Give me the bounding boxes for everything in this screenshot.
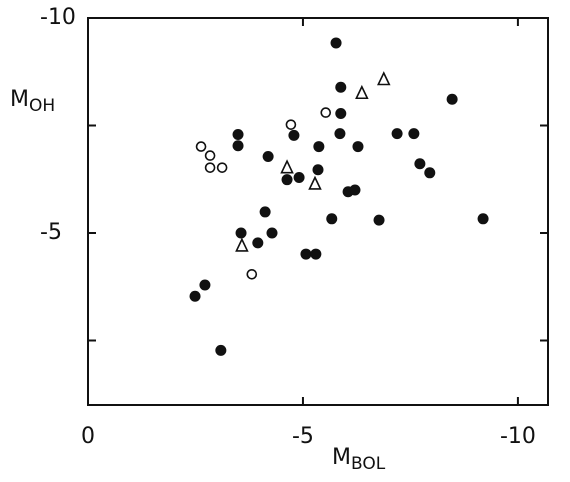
point-filled <box>281 174 293 186</box>
x-label-main: M <box>332 445 351 470</box>
y-tick-label: -5 <box>40 220 62 245</box>
point-filled <box>262 150 274 162</box>
point-triangle <box>280 159 294 174</box>
point-filled <box>335 81 347 93</box>
y-tick-label: -10 <box>40 5 76 30</box>
point-filled <box>391 128 403 140</box>
point-open <box>246 268 258 280</box>
y-axis-label: MOH <box>10 87 55 116</box>
x-tick-label: -5 <box>292 424 314 449</box>
point-filled <box>232 129 244 141</box>
point-filled <box>199 279 211 291</box>
point-open <box>285 119 297 130</box>
point-filled <box>352 141 364 153</box>
point-filled <box>288 129 300 141</box>
point-filled <box>335 107 347 119</box>
point-filled <box>235 227 247 239</box>
y-label-sub: OH <box>29 96 55 116</box>
point-filled <box>293 172 305 184</box>
point-triangle <box>377 71 391 86</box>
point-filled <box>252 237 264 249</box>
point-triangle <box>235 237 249 252</box>
point-filled <box>312 164 324 176</box>
point-open <box>204 162 216 173</box>
point-open <box>320 107 332 118</box>
point-filled <box>408 128 420 140</box>
point-filled <box>215 344 227 356</box>
x-tick-label: -10 <box>500 424 536 449</box>
point-open <box>204 150 216 161</box>
point-filled <box>259 206 271 218</box>
point-open <box>195 141 207 152</box>
point-filled <box>414 158 426 170</box>
plot-frame <box>87 17 549 406</box>
point-open <box>216 162 228 173</box>
point-filled <box>477 213 489 225</box>
point-filled <box>349 184 361 196</box>
point-filled <box>424 167 436 179</box>
x-label-sub: BOL <box>351 454 386 474</box>
point-filled <box>313 141 325 153</box>
point-triangle <box>308 175 322 190</box>
x-tick-label: 0 <box>81 424 95 449</box>
point-triangle <box>355 84 369 100</box>
point-filled <box>446 93 458 105</box>
point-filled <box>310 248 322 260</box>
point-filled <box>373 214 385 226</box>
point-filled <box>266 227 278 239</box>
point-filled <box>330 37 342 49</box>
point-filled <box>232 140 244 152</box>
y-label-main: M <box>10 87 29 112</box>
x-axis-label: MBOL <box>332 445 386 474</box>
point-filled <box>326 213 338 225</box>
point-filled <box>189 290 201 302</box>
point-filled <box>334 128 346 140</box>
point-filled <box>300 248 312 260</box>
